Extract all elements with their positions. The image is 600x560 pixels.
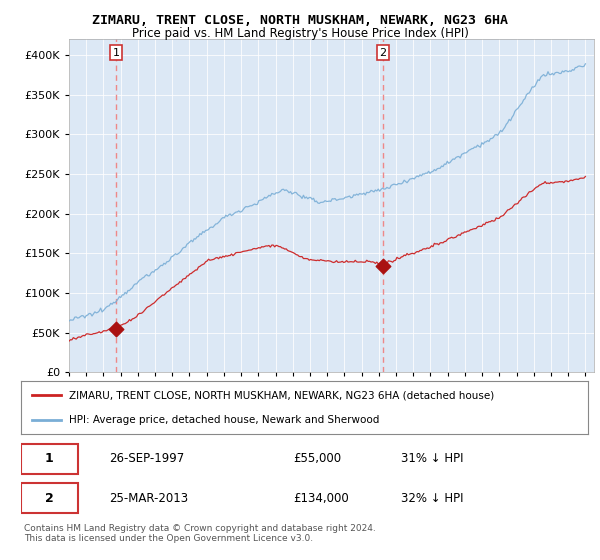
Point xyxy=(378,262,388,270)
Text: HPI: Average price, detached house, Newark and Sherwood: HPI: Average price, detached house, Newa… xyxy=(69,414,380,424)
Text: 32% ↓ HPI: 32% ↓ HPI xyxy=(401,492,463,505)
Text: 1: 1 xyxy=(112,48,119,58)
FancyBboxPatch shape xyxy=(21,444,78,474)
Text: 2: 2 xyxy=(45,492,54,505)
Text: ZIMARU, TRENT CLOSE, NORTH MUSKHAM, NEWARK, NG23 6HA (detached house): ZIMARU, TRENT CLOSE, NORTH MUSKHAM, NEWA… xyxy=(69,390,494,400)
Text: £134,000: £134,000 xyxy=(293,492,349,505)
Text: 26-SEP-1997: 26-SEP-1997 xyxy=(109,452,184,465)
Text: ZIMARU, TRENT CLOSE, NORTH MUSKHAM, NEWARK, NG23 6HA: ZIMARU, TRENT CLOSE, NORTH MUSKHAM, NEWA… xyxy=(92,14,508,27)
Text: £55,000: £55,000 xyxy=(293,452,341,465)
Text: 2: 2 xyxy=(379,48,386,58)
Text: 31% ↓ HPI: 31% ↓ HPI xyxy=(401,452,463,465)
Text: 25-MAR-2013: 25-MAR-2013 xyxy=(109,492,188,505)
FancyBboxPatch shape xyxy=(21,483,78,513)
Text: Contains HM Land Registry data © Crown copyright and database right 2024.
This d: Contains HM Land Registry data © Crown c… xyxy=(24,524,376,543)
Point xyxy=(111,324,121,333)
Text: Price paid vs. HM Land Registry's House Price Index (HPI): Price paid vs. HM Land Registry's House … xyxy=(131,27,469,40)
Text: 1: 1 xyxy=(45,452,54,465)
